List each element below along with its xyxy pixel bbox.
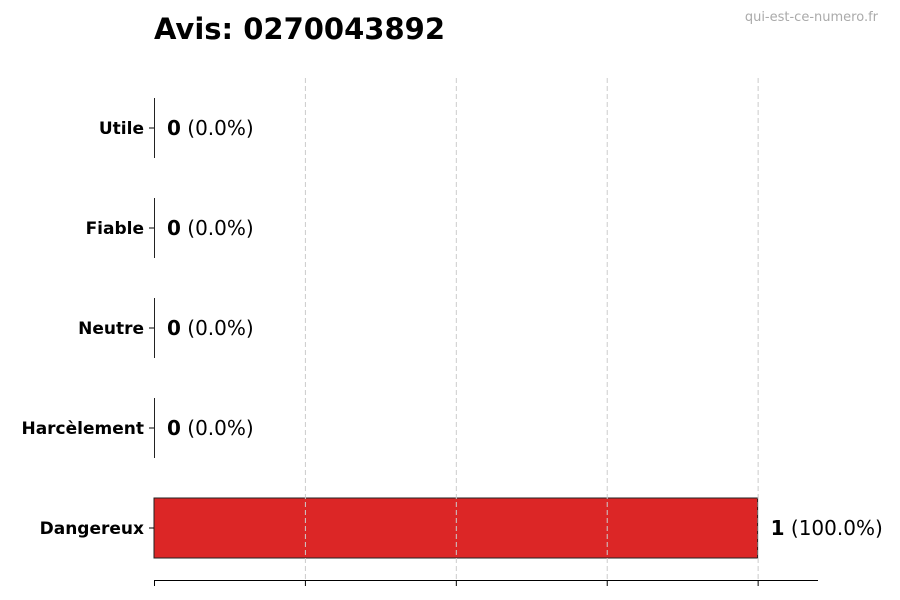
category-label: Fiable (86, 219, 144, 239)
category-label: Dangereux (40, 519, 144, 539)
value-count: 1 (771, 516, 785, 540)
value-percent: (0.0%) (181, 116, 254, 140)
value-label: 1 (100.0%) (771, 516, 883, 540)
value-label: 0 (0.0%) (167, 316, 254, 340)
category-label: Utile (99, 119, 144, 139)
watermark: qui-est-ce-numero.fr (744, 10, 878, 25)
value-count: 0 (167, 216, 181, 240)
value-count: 0 (167, 116, 181, 140)
value-percent: (0.0%) (181, 216, 254, 240)
value-percent: (100.0%) (785, 516, 883, 540)
value-label: 0 (0.0%) (167, 116, 254, 140)
value-label: 0 (0.0%) (167, 216, 254, 240)
value-percent: (0.0%) (181, 416, 254, 440)
category-label: Neutre (78, 319, 144, 339)
value-percent: (0.0%) (181, 316, 254, 340)
value-count: 0 (167, 416, 181, 440)
value-label: 0 (0.0%) (167, 416, 254, 440)
value-count: 0 (167, 316, 181, 340)
chart-title: Avis: 0270043892 (154, 12, 445, 46)
category-label: Harcèlement (21, 419, 144, 439)
